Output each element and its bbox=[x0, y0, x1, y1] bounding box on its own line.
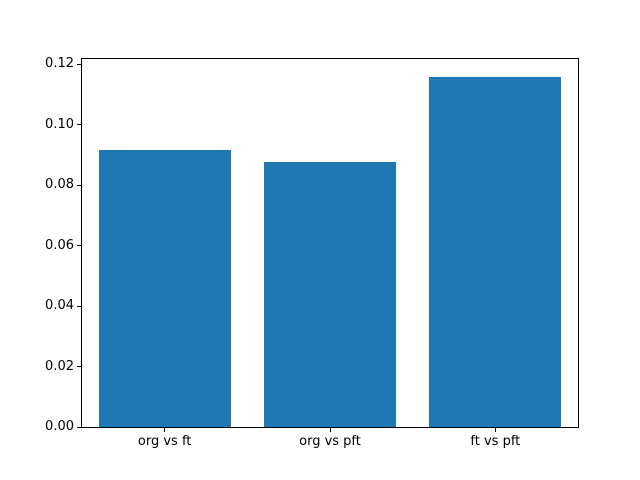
x-tick-label: org vs pft bbox=[299, 434, 361, 449]
bar-org-vs-pft bbox=[263, 162, 397, 427]
y-tick-label: 0.06 bbox=[45, 237, 74, 253]
y-tick-mark bbox=[77, 366, 81, 368]
y-tick-label: 0.04 bbox=[45, 298, 74, 314]
y-tick-mark bbox=[77, 124, 81, 126]
y-tick-label: 0.02 bbox=[45, 358, 74, 374]
y-tick-label: 0.00 bbox=[45, 419, 74, 434]
y-tick-mark bbox=[77, 426, 81, 428]
y-tick-label: 0.10 bbox=[45, 116, 74, 132]
x-tick-mark bbox=[329, 428, 331, 432]
y-tick-mark bbox=[77, 63, 81, 65]
x-tick-mark bbox=[494, 428, 496, 432]
x-tick-label: org vs ft bbox=[137, 434, 192, 449]
y-tick-label: 0.08 bbox=[45, 177, 74, 193]
y-tick-label: 0.12 bbox=[45, 56, 74, 72]
y-tick-mark bbox=[77, 184, 81, 186]
x-tick-mark bbox=[164, 428, 166, 432]
bar-org-vs-ft bbox=[98, 150, 231, 427]
plot-area: 0.00 0.02 0.04 0.06 0.08 0.10 0.12 org vs ft org… bbox=[45, 56, 579, 449]
y-tick-mark bbox=[77, 305, 81, 307]
x-tick-label: ft vs pft bbox=[470, 434, 521, 449]
y-tick-mark bbox=[77, 245, 81, 247]
bar-ft-vs-pft bbox=[429, 76, 562, 427]
